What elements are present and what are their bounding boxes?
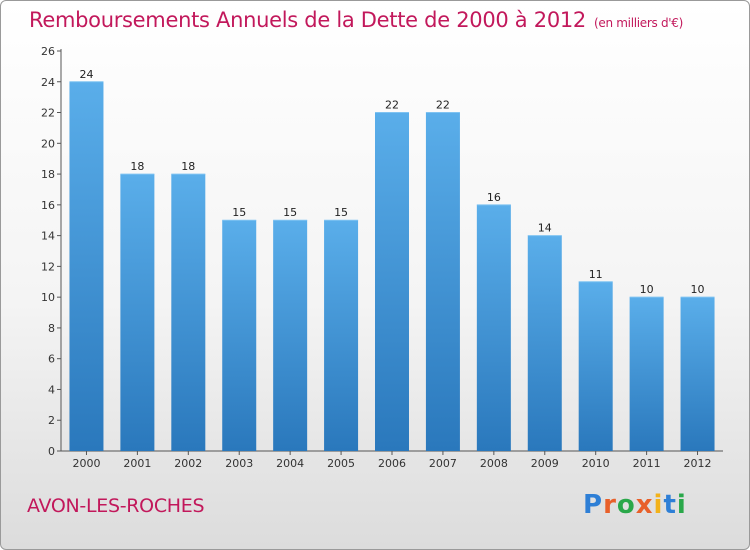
- x-tick-label: 2004: [276, 457, 304, 470]
- y-tick-label: 6: [48, 353, 55, 366]
- bar: [222, 220, 257, 451]
- bar-value-label: 22: [436, 99, 450, 112]
- logo-letter: i: [676, 490, 687, 520]
- bar: [171, 174, 206, 452]
- chart-title-text: Remboursements Annuels de la Dette de 20…: [29, 8, 586, 32]
- proxiti-logo: Proxiti: [583, 490, 687, 520]
- bar-value-label: 18: [181, 160, 195, 173]
- chart-subtitle: (en milliers d'€): [594, 16, 684, 30]
- x-tick-label: 2009: [531, 457, 559, 470]
- x-tick-label: 2003: [225, 457, 253, 470]
- bar: [120, 174, 155, 452]
- x-tick-label: 2000: [72, 457, 100, 470]
- x-tick-label: 2002: [174, 457, 202, 470]
- x-tick-label: 2011: [633, 457, 661, 470]
- y-tick-label: 0: [48, 445, 55, 458]
- bar: [375, 112, 409, 452]
- logo-letter: P: [583, 490, 604, 520]
- bar-value-label: 15: [334, 206, 348, 219]
- bar-value-label: 15: [232, 206, 246, 219]
- x-tick-label: 2010: [582, 457, 610, 470]
- bar-value-label: 22: [385, 99, 399, 112]
- logo-letter: i: [653, 490, 664, 520]
- x-tick-label: 2007: [429, 457, 457, 470]
- y-tick-label: 4: [48, 383, 55, 396]
- x-tick-label: 2006: [378, 457, 406, 470]
- bar-value-label: 16: [487, 191, 501, 204]
- bar: [527, 235, 562, 451]
- y-tick-label: 22: [41, 107, 55, 120]
- logo-letter: r: [603, 490, 617, 520]
- y-tick-label: 18: [41, 168, 55, 181]
- y-tick-label: 2: [48, 414, 55, 427]
- bar: [273, 220, 308, 451]
- logo-letter: x: [635, 490, 654, 520]
- bar-value-label: 18: [130, 160, 144, 173]
- x-tick-label: 2005: [327, 457, 355, 470]
- bar-value-label: 15: [283, 206, 297, 219]
- bar: [324, 220, 359, 451]
- y-tick-label: 24: [41, 76, 55, 89]
- bar-value-label: 11: [589, 268, 603, 281]
- logo-letter: t: [663, 490, 677, 520]
- logo-letter: o: [616, 490, 636, 520]
- bar-value-label: 10: [640, 283, 654, 296]
- x-tick-label: 2008: [480, 457, 508, 470]
- y-tick-label: 14: [41, 230, 55, 243]
- bar: [629, 297, 664, 451]
- x-tick-label: 2012: [684, 457, 712, 470]
- y-tick-label: 10: [41, 291, 55, 304]
- bar: [476, 204, 511, 451]
- y-tick-label: 8: [48, 322, 55, 335]
- y-tick-label: 16: [41, 199, 55, 212]
- y-tick-label: 20: [41, 137, 55, 150]
- bar: [425, 112, 460, 452]
- x-tick-label: 2001: [123, 457, 151, 470]
- bar-value-label: 24: [79, 68, 93, 81]
- commune-name: AVON-LES-ROCHES: [27, 495, 205, 517]
- bar: [578, 281, 613, 451]
- bar: [680, 297, 715, 451]
- bar: [69, 81, 104, 452]
- y-tick-label: 12: [41, 260, 55, 273]
- y-tick-label: 26: [41, 45, 55, 58]
- bar-value-label: 14: [538, 222, 552, 235]
- bar-value-label: 10: [691, 283, 705, 296]
- chart-title: Remboursements Annuels de la Dette de 20…: [29, 8, 683, 32]
